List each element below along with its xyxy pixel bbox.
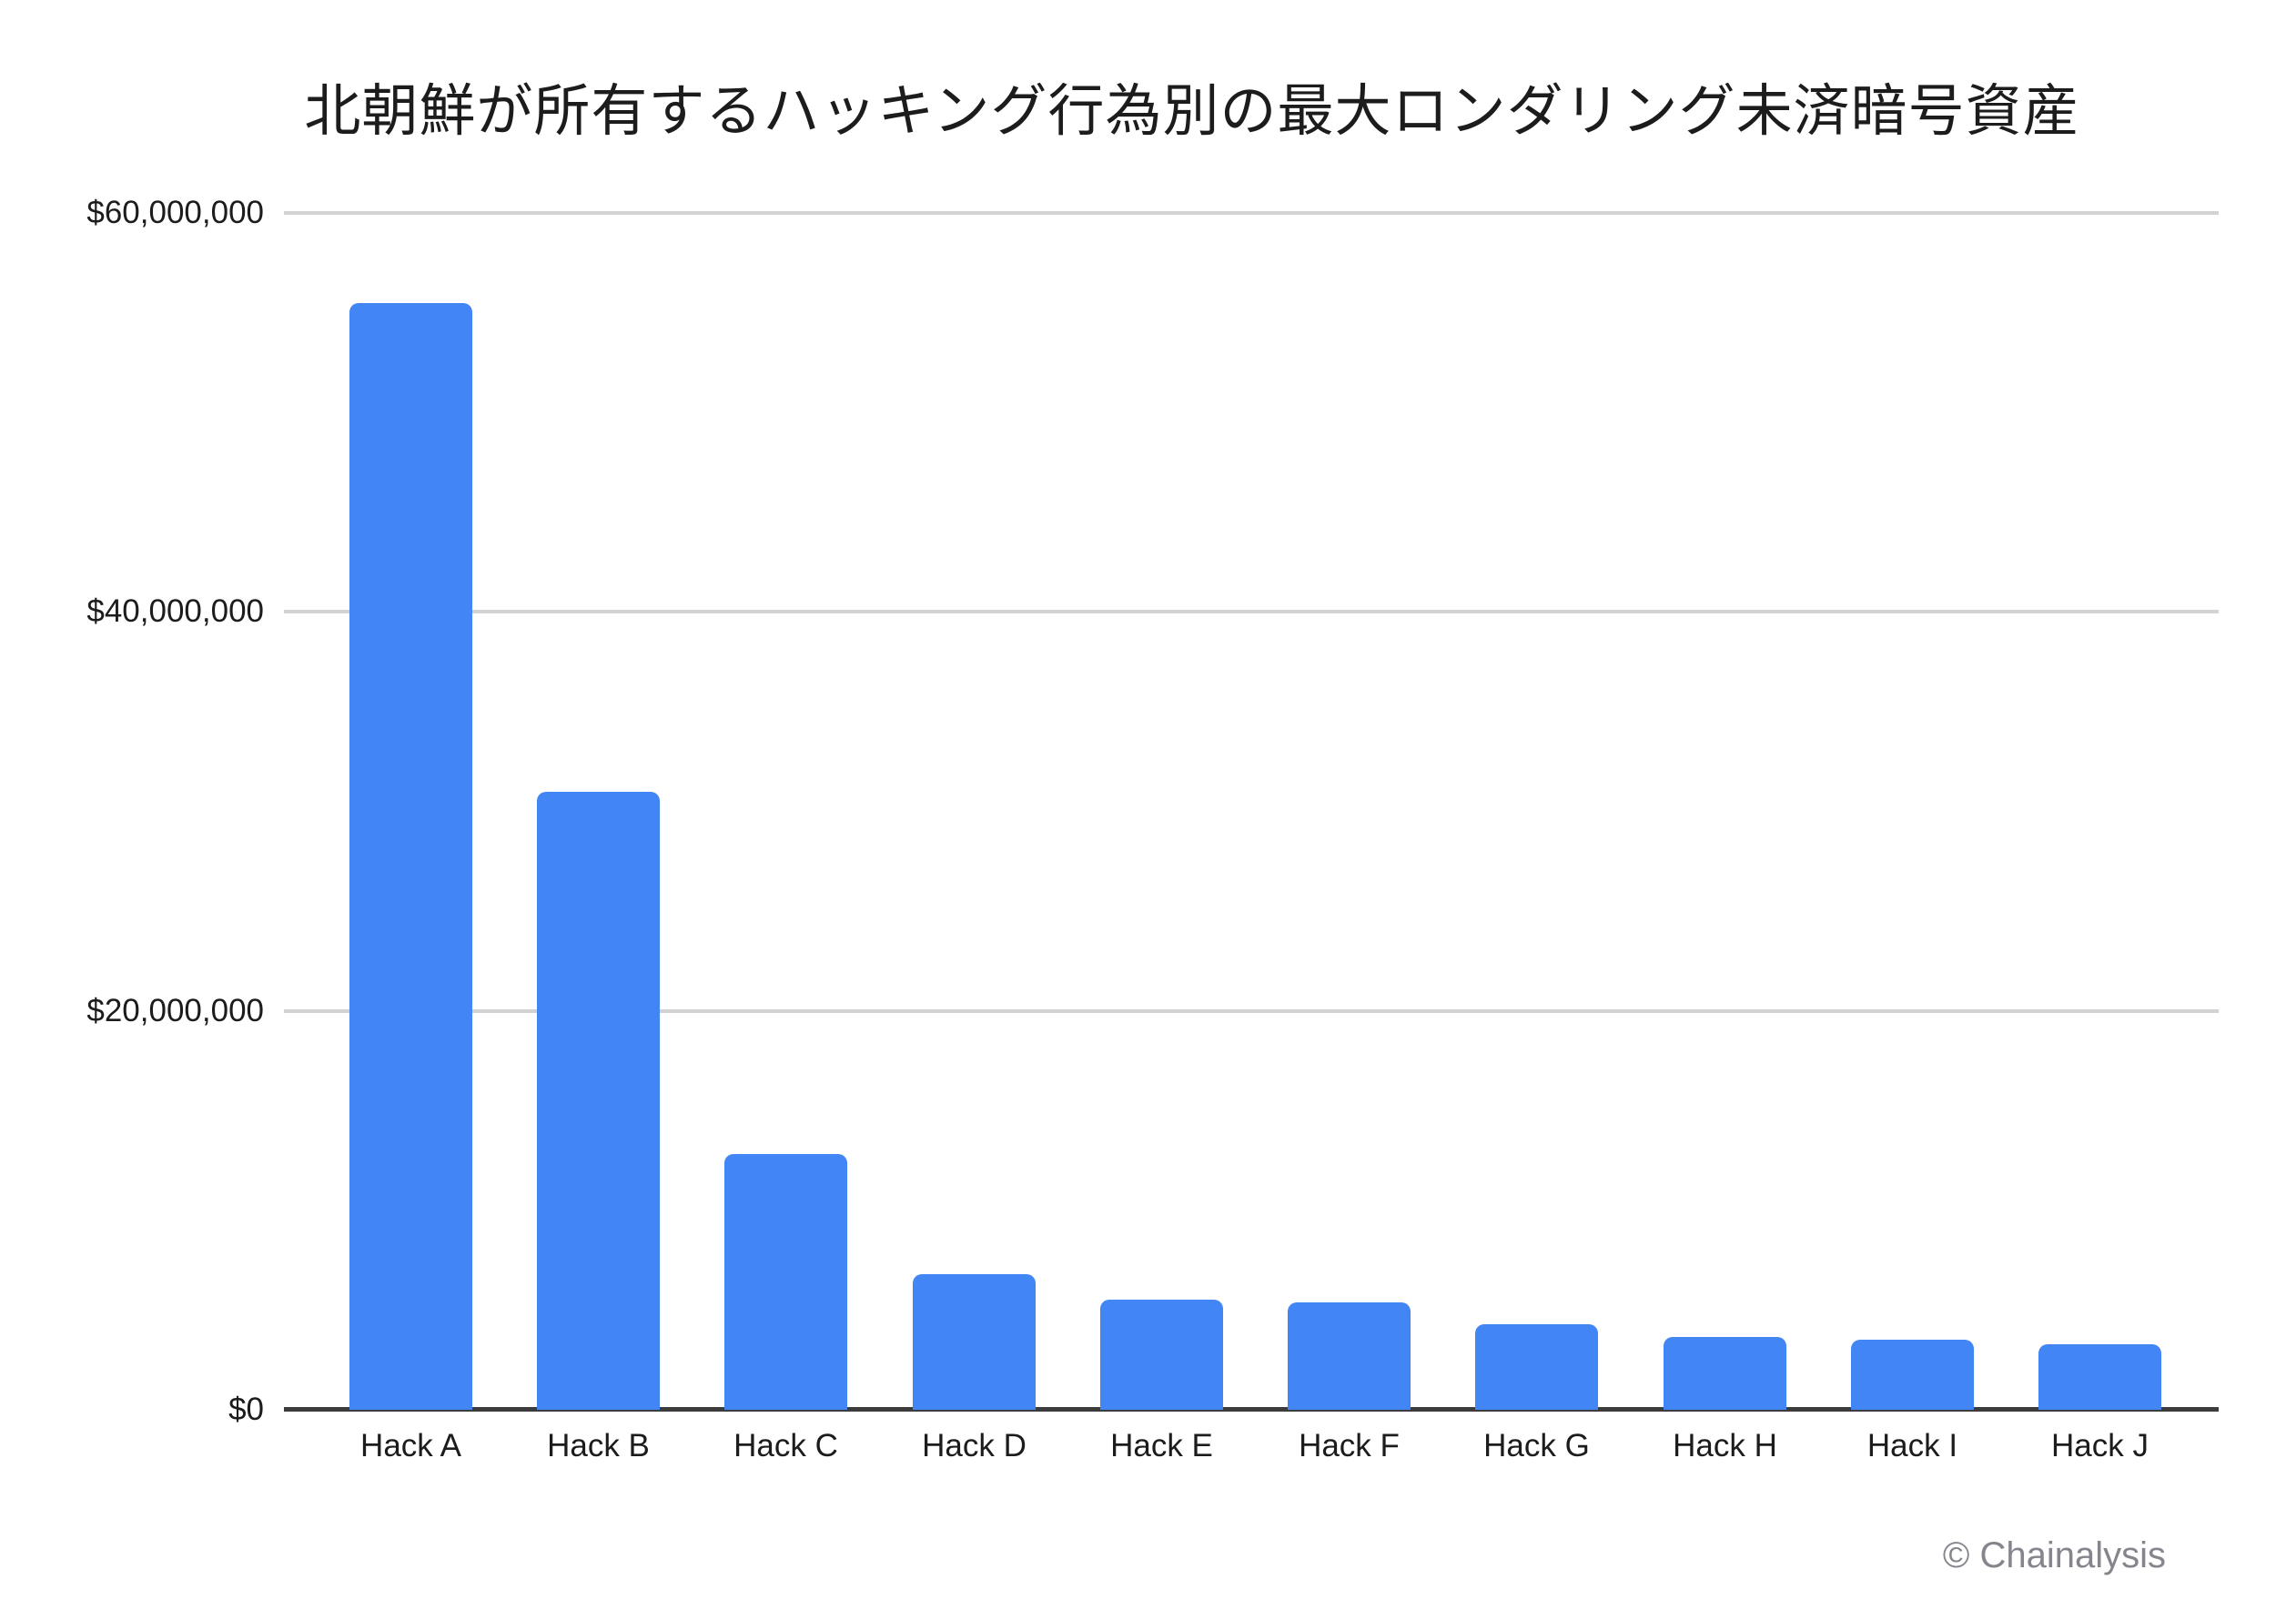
- bar-hack-h: [1664, 1337, 1786, 1410]
- y-axis-tick-40m: $40,000,000: [86, 593, 264, 629]
- bar-hack-d: [913, 1273, 1036, 1410]
- x-axis-label-hack-g: Hack G: [1483, 1428, 1590, 1463]
- bar-slot-hack-c: Hack C: [724, 213, 847, 1463]
- bar-slot-hack-e: Hack E: [1100, 213, 1223, 1463]
- bar-hack-j: [2038, 1343, 2161, 1410]
- bar-hack-e: [1100, 1300, 1223, 1410]
- y-axis-tick-0: $0: [228, 1392, 264, 1427]
- x-axis-label-hack-i: Hack I: [1866, 1428, 1958, 1463]
- plot-area: Hack A Hack B Hack C Hack D Hack E Hack …: [284, 211, 2219, 1463]
- bar-slot-hack-d: Hack D: [913, 213, 1036, 1463]
- chainalysis-watermark: © Chainalysis: [1942, 1535, 2166, 1575]
- bar-hack-c: [724, 1154, 847, 1410]
- gridline-40m: [284, 610, 2219, 613]
- x-axis-label-hack-f: Hack F: [1299, 1428, 1400, 1463]
- bar-slot-hack-g: Hack G: [1475, 213, 1598, 1463]
- x-axis-line: [284, 1407, 2219, 1412]
- bar-slot-hack-i: Hack I: [1851, 213, 1974, 1463]
- bar-slot-hack-f: Hack F: [1288, 213, 1411, 1463]
- bar-slot-hack-a: Hack A: [349, 213, 472, 1463]
- y-axis-tick-60m: $60,000,000: [86, 195, 264, 230]
- x-axis-label-hack-c: Hack C: [733, 1428, 838, 1463]
- y-axis-tick-20m: $20,000,000: [86, 993, 264, 1028]
- bar-hack-f: [1288, 1301, 1411, 1410]
- bar-hack-a: [349, 302, 472, 1410]
- bar-slot-hack-h: Hack H: [1664, 213, 1786, 1463]
- bar-hack-g: [1475, 1323, 1598, 1410]
- gridline-20m: [284, 1009, 2219, 1013]
- x-axis-label-hack-d: Hack D: [922, 1428, 1027, 1463]
- x-axis-label-hack-h: Hack H: [1673, 1428, 1777, 1463]
- x-axis-label-hack-a: Hack A: [360, 1428, 461, 1463]
- x-axis-label-hack-e: Hack E: [1110, 1428, 1213, 1463]
- x-axis-label-hack-b: Hack B: [547, 1428, 650, 1463]
- gridline-60m: [284, 211, 2219, 215]
- bar-slot-hack-b: Hack B: [537, 213, 660, 1463]
- x-axis-label-hack-j: Hack J: [2051, 1428, 2149, 1463]
- chart-title: 北朝鮮が所有するハッキング行為別の最大ロンダリング未済暗号資産: [304, 80, 2080, 143]
- bar-slot-hack-j: Hack J: [2038, 213, 2161, 1463]
- bar-hack-b: [537, 791, 660, 1410]
- bar-hack-i: [1851, 1340, 1974, 1410]
